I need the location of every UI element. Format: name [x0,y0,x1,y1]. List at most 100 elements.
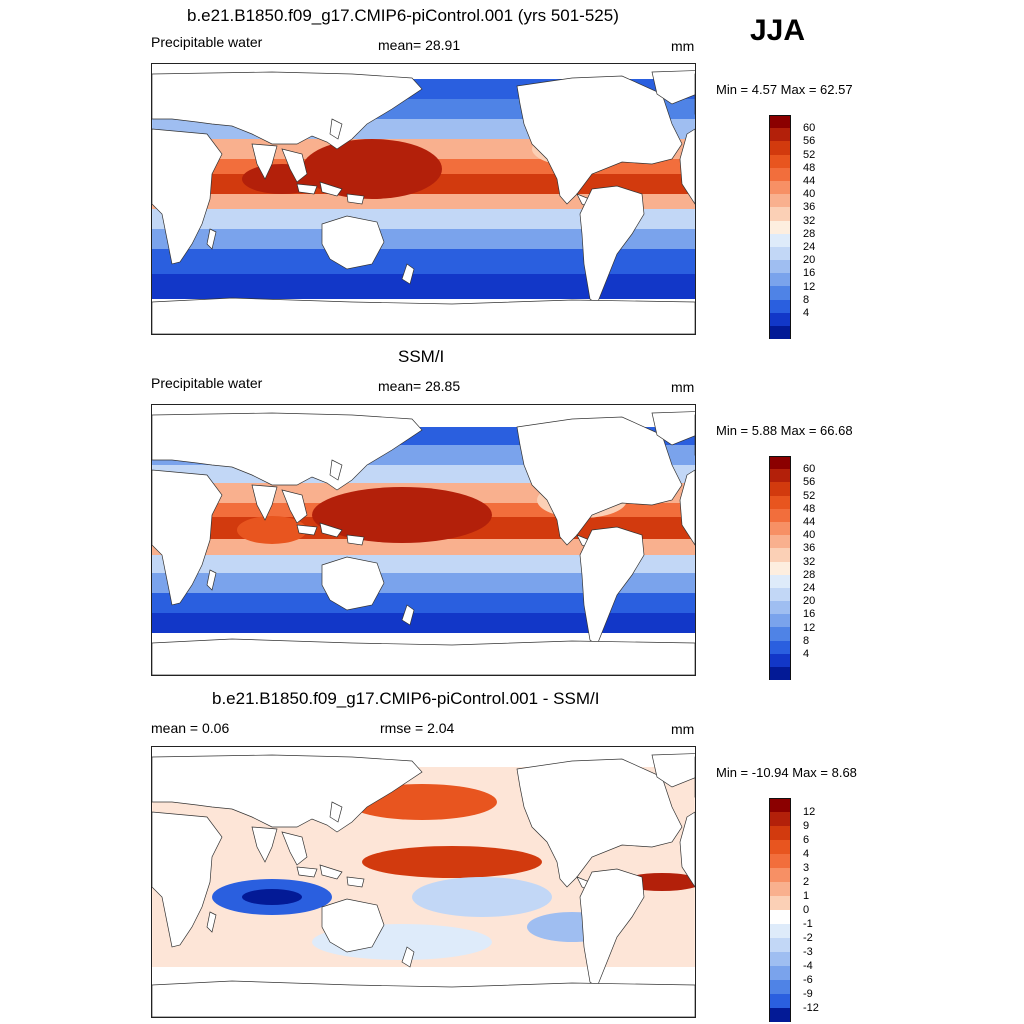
colorbar-label: -9 [803,988,813,1000]
panel-1-variable: Precipitable water [151,34,263,50]
colorbar-label: 48 [803,161,816,174]
colorbar-swatch [769,653,791,667]
colorbar-swatch [769,194,791,208]
season-label: JJA [750,14,806,47]
panel-2-title: SSM/I [398,347,445,366]
colorbar-swatch [769,854,791,868]
colorbar-swatch [769,260,791,274]
colorbar-swatch [769,614,791,628]
colorbar-label: 8 [803,293,810,306]
colorbar-swatch [769,938,791,952]
colorbar-label: 32 [803,555,816,568]
colorbar-swatch [769,1008,791,1022]
colorbar-swatch [769,994,791,1008]
colorbar-label: 52 [803,148,816,161]
colorbar-label: 56 [803,135,816,148]
colorbar-label: 60 [803,122,816,135]
colorbar-label: 52 [803,489,816,502]
colorbar-swatch [769,882,791,896]
colorbar-swatch [769,508,791,522]
colorbar-label: 3 [803,862,810,874]
colorbar-label: 28 [803,568,816,581]
colorbar-swatch [769,326,791,340]
colorbar-label: 8 [803,634,810,647]
colorbar-label: 4 [803,848,810,860]
colorbar-swatch [769,495,791,509]
panel-1-title: b.e21.B1850.f09_g17.CMIP6-piControl.001 … [187,6,619,25]
colorbar-label: 16 [803,608,816,621]
colorbar-label: 48 [803,502,816,515]
colorbar-swatch [769,826,791,840]
colorbar-label: 9 [803,820,810,832]
colorbar-swatch [769,561,791,575]
colorbar-ssmi: 60 56 52 48 44 40 36 32 28 24 20 16 12 8 4 [769,456,815,681]
panel-2-units: mm [671,379,695,395]
colorbar-label: -1 [803,918,813,930]
colorbar-swatch [769,167,791,181]
colorbar-label: 40 [803,188,816,201]
colorbar-label: 1 [803,890,810,902]
colorbar-swatch [769,233,791,247]
colorbar-swatch [769,299,791,313]
colorbar-swatch [769,868,791,882]
colorbar-swatch [769,812,791,826]
panel-2-minmax: Min = 5.88 Max = 66.68 [716,423,853,438]
colorbar-label: 6 [803,834,810,846]
colorbar-difference: 12 9 6 4 3 2 1 0 -1 -2 -3 -4 -6 -9 -12 [769,798,819,1022]
colorbar-swatch [769,980,791,994]
colorbar-label: 36 [803,542,816,555]
colorbar-label: -12 [803,1002,819,1014]
map-panel-model [151,63,696,335]
colorbar-swatch [769,798,791,812]
map-panel-ssmi [151,404,696,676]
colorbar-label: 20 [803,595,816,608]
colorbar-label: 32 [803,214,816,227]
colorbar-swatch [769,207,791,221]
colorbar-label: 24 [803,241,816,253]
colorbar-swatch [769,601,791,615]
colorbar-label: 12 [803,280,816,293]
colorbar-model: 60 56 52 48 44 40 36 32 28 24 20 16 12 8 4 [769,115,815,340]
panel-1-units: mm [671,38,695,54]
colorbar-label: 2 [803,876,810,888]
colorbar-swatch [769,924,791,938]
colorbar-swatch [769,548,791,562]
panel-3-rmse: rmse = 2.04 [380,720,455,736]
colorbar-swatch [769,587,791,602]
panel-3-units: mm [671,721,695,737]
colorbar-swatch [769,286,791,300]
colorbar-label: 28 [803,227,816,240]
colorbar-swatch [769,273,791,287]
panel-3-title: b.e21.B1850.f09_g17.CMIP6-piControl.001 … [212,689,600,708]
colorbar-label: -6 [803,974,813,986]
panel-3-mean: mean = 0.06 [151,720,230,736]
panel-3-minmax: Min = -10.94 Max = 8.68 [716,765,857,780]
colorbar-swatch [769,535,791,549]
colorbar-swatch [769,154,791,168]
colorbar-label: 12 [803,621,816,634]
colorbar-swatch [769,115,791,129]
colorbar-label: 4 [803,648,810,660]
colorbar-swatch [769,220,791,234]
colorbar-label: 60 [803,463,816,476]
colorbar-swatch [769,141,791,155]
panel-2-variable: Precipitable water [151,375,263,391]
colorbar-swatch [769,469,791,483]
map-panel-difference [151,746,696,1018]
colorbar-swatch [769,482,791,496]
colorbar-swatch [769,952,791,966]
colorbar-swatch [769,521,791,536]
colorbar-label: 40 [803,529,816,542]
colorbar-swatch [769,456,791,470]
colorbar-label: 24 [803,582,816,594]
colorbar-label: -2 [803,932,813,944]
colorbar-label: -4 [803,960,813,972]
colorbar-swatch [769,910,791,924]
colorbar-label: 36 [803,201,816,214]
panel-1-mean: mean= 28.91 [378,37,461,53]
colorbar-label: 12 [803,806,816,818]
precip-water-map-model [152,64,695,334]
colorbar-swatch [769,246,791,261]
colorbar-swatch [769,180,791,195]
colorbar-swatch [769,312,791,326]
